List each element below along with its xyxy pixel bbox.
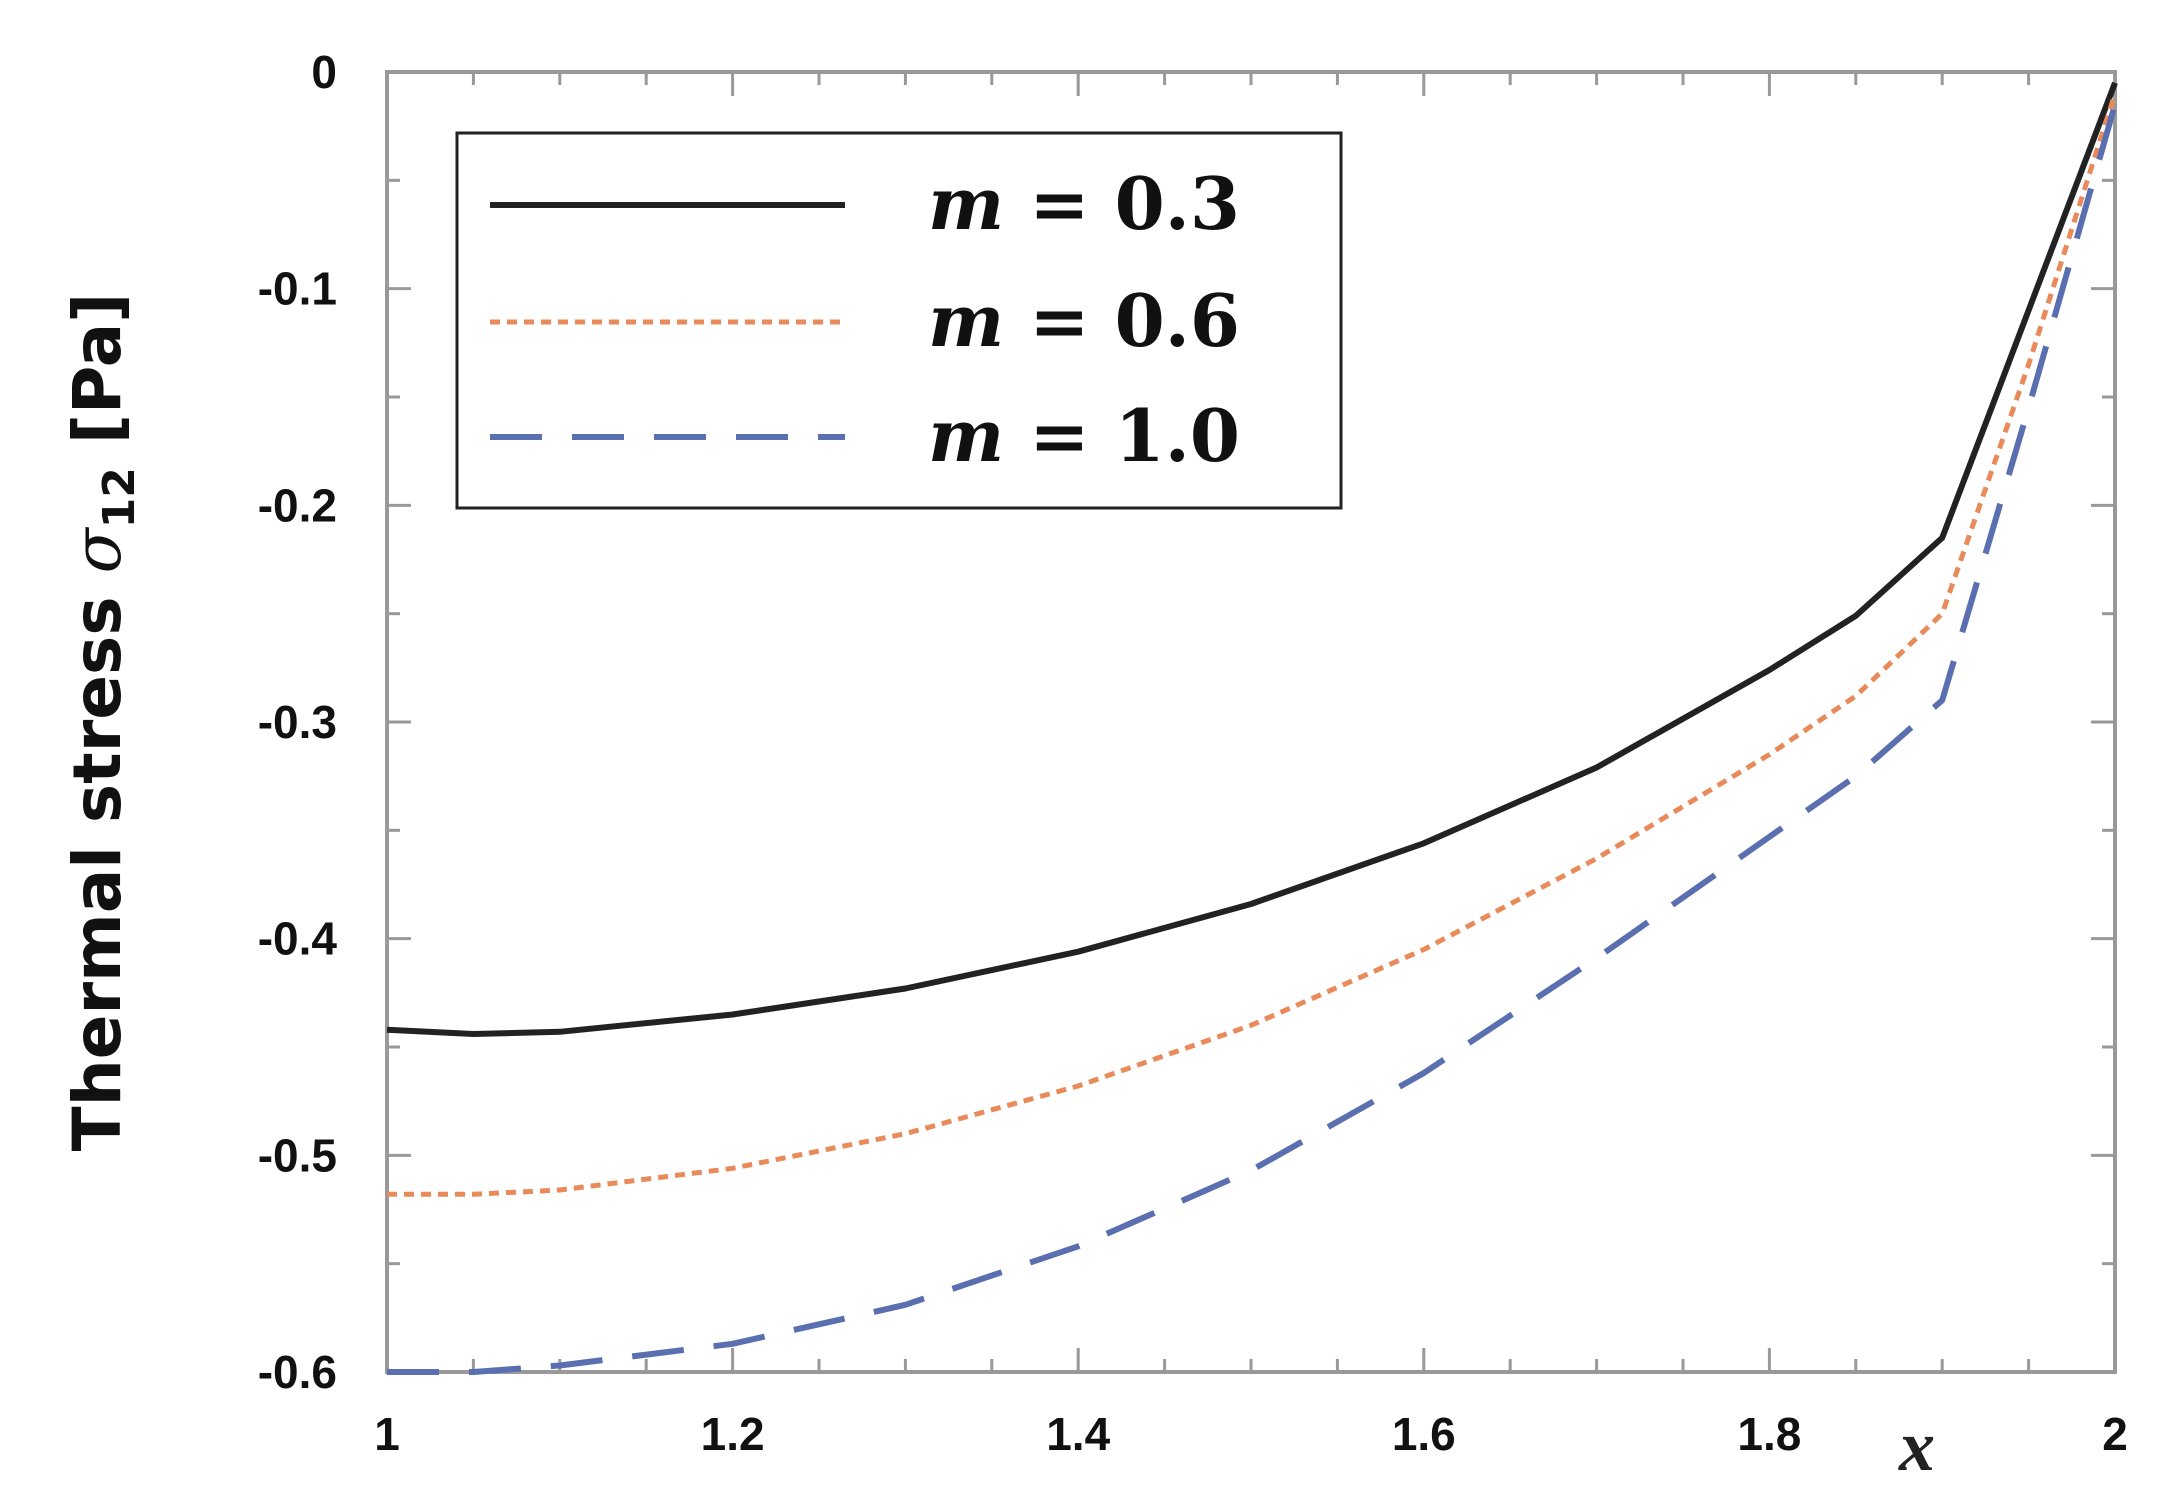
series-line-1 <box>386 81 2118 1037</box>
legend-val: 0.6 <box>1115 278 1240 363</box>
legend-var: m <box>928 161 1004 246</box>
x-tick-label: 2 <box>2102 1408 2128 1460</box>
y-tick-label: -0.6 <box>258 1346 337 1398</box>
series-line-3 <box>387 103 2118 1375</box>
y-tick-label: -0.4 <box>258 913 338 965</box>
y-tick-label: -0.3 <box>258 696 337 748</box>
series-line-2 <box>387 92 2118 1197</box>
y-tick-label: 0 <box>311 46 337 98</box>
y-axis-label-subscript: 12 <box>94 467 145 528</box>
x-tick-label: 1.8 <box>1737 1408 1801 1460</box>
legend: m = 0.3m = 0.6m = 1.0 <box>455 131 1343 510</box>
x-tick-labels: 1 1.2 1.4 1.6 1.8 2 <box>374 1408 2128 1460</box>
legend-label-2: m = 0.6 <box>928 278 1240 363</box>
x-tick-label: 1 <box>374 1408 400 1460</box>
legend-eq: = <box>1004 278 1114 363</box>
x-axis-label: x <box>1898 1406 1935 1486</box>
y-axis-label-prefix: Thermal stress <box>59 573 136 1151</box>
series-layer <box>386 81 2118 1375</box>
legend-var: m <box>928 278 1004 363</box>
legend-val: 1.0 <box>1115 393 1240 478</box>
x-tick-label: 1.4 <box>1046 1408 1110 1460</box>
legend-label-3: m = 1.0 <box>928 393 1240 478</box>
y-tick-label: -0.5 <box>258 1129 337 1181</box>
legend-eq: = <box>1004 161 1114 246</box>
y-axis-label: Thermal stress σ12 [Pa] <box>59 293 145 1152</box>
y-tick-label: -0.2 <box>258 479 337 531</box>
legend-var: m <box>928 393 1004 478</box>
legend-eq: = <box>1004 393 1114 478</box>
x-tick-label: 1.2 <box>701 1408 765 1460</box>
y-tick-label: -0.1 <box>258 263 337 315</box>
legend-box <box>455 131 1343 510</box>
x-tick-label: 1.6 <box>1392 1408 1456 1460</box>
y-axis-label-symbol: σ <box>59 526 136 573</box>
y-tick-labels: 0 -0.1 -0.2 -0.3 -0.4 -0.5 -0.6 <box>258 46 338 1398</box>
legend-val: 0.3 <box>1115 161 1240 246</box>
legend-label-1: m = 0.3 <box>928 161 1240 246</box>
y-axis-label-unit: [Pa] <box>59 293 136 467</box>
